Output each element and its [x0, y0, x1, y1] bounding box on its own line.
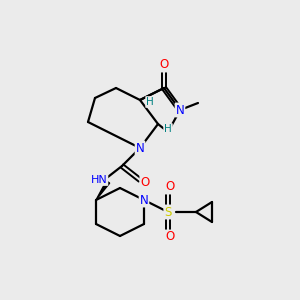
Text: O: O	[140, 176, 150, 188]
Text: N: N	[140, 194, 148, 206]
Text: HN: HN	[91, 175, 107, 185]
Text: H: H	[146, 97, 154, 107]
Text: O: O	[165, 181, 175, 194]
Text: O: O	[159, 58, 169, 71]
Text: N: N	[176, 103, 184, 116]
Text: N: N	[136, 142, 144, 154]
Polygon shape	[96, 181, 110, 200]
Text: S: S	[164, 206, 172, 218]
Text: O: O	[165, 230, 175, 244]
Text: H: H	[164, 124, 172, 134]
